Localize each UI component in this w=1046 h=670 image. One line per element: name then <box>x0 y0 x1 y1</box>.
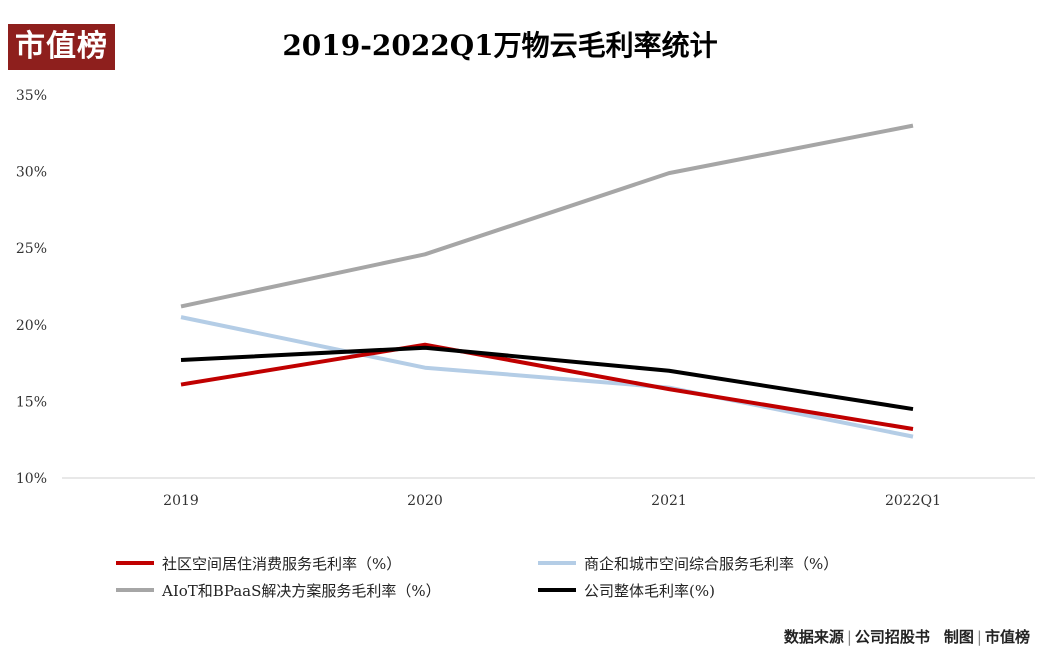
legend-label-4: 公司整体毛利率(%) <box>584 582 715 600</box>
x-tick-label: 2022Q1 <box>885 493 941 509</box>
y-tick-label: 35% <box>16 88 47 104</box>
x-tick-label: 2019 <box>163 493 199 509</box>
legend-label-2: 商企和城市空间综合服务毛利率（%） <box>584 555 838 573</box>
y-axis: 10% 15% 20% 25% 30% 35% <box>16 88 47 487</box>
y-tick-label: 15% <box>16 394 47 410</box>
chart-title: 2019-2022Q1万物云毛利率统计 <box>282 29 718 62</box>
made-by-value: 市值榜 <box>984 628 1030 646</box>
series-line-2 <box>180 315 914 439</box>
x-tick-label: 2020 <box>407 493 443 509</box>
series-layer <box>180 123 914 439</box>
series-line-3 <box>180 123 914 309</box>
source-value: 公司招股书 <box>854 628 930 646</box>
series-line-1 <box>180 342 914 431</box>
legend-label-1: 社区空间居住消费服务毛利率（%） <box>162 555 401 573</box>
footer-credit: 数据来源 | 公司招股书 制图 | 市值榜 <box>783 628 1030 646</box>
source-label: 数据来源 <box>783 628 844 646</box>
made-by-label: 制图 <box>943 628 974 646</box>
x-tick-label: 2021 <box>651 493 687 509</box>
brand-logo: 市值榜 <box>8 24 115 70</box>
series-line-4 <box>180 345 914 412</box>
y-tick-label: 20% <box>16 318 47 334</box>
y-tick-label: 30% <box>16 165 47 181</box>
y-tick-label: 10% <box>16 471 47 487</box>
legend: 社区空间居住消费服务毛利率（%） 商企和城市空间综合服务毛利率（%） AIoT和BP… <box>116 555 838 600</box>
legend-label-3: AIoT和BPaaS解决方案服务毛利率（%） <box>161 582 441 600</box>
y-tick-label: 25% <box>16 241 47 257</box>
x-axis: 2019 2020 2021 2022Q1 <box>62 477 1035 509</box>
